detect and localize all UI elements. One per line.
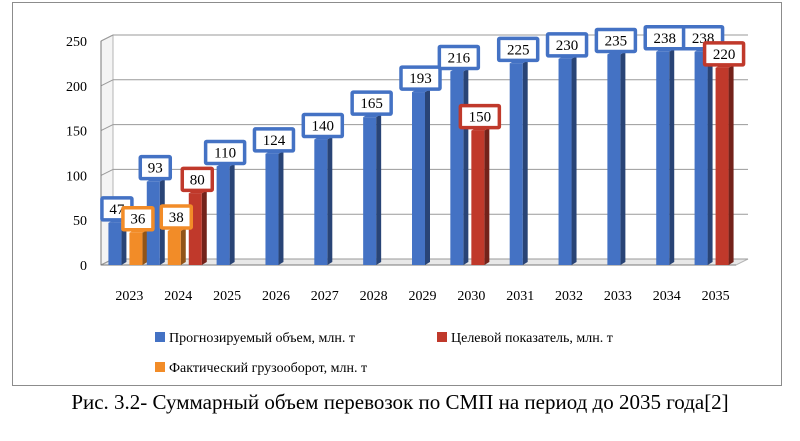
y-tick-label: 50 [73, 214, 87, 229]
bar-forecast [363, 117, 377, 265]
bar-side [620, 51, 626, 265]
bar-side [484, 127, 490, 265]
x-tick-label: 2033 [604, 289, 632, 304]
value-label-box [180, 166, 215, 193]
legend-swatch-actual [155, 362, 165, 372]
y-tick-label: 100 [66, 169, 87, 184]
value-label: 93 [148, 161, 163, 177]
bar-side [463, 68, 469, 266]
value-label: 36 [130, 212, 146, 228]
x-tick-label: 2032 [555, 289, 583, 304]
bar-side [327, 136, 333, 265]
value-label: 47 [109, 202, 125, 218]
bar-forecast [265, 153, 279, 265]
value-label-box [301, 112, 345, 139]
legend-swatch-target [437, 332, 447, 342]
x-tick-label: 2026 [262, 289, 290, 304]
bar-forecast [607, 54, 621, 265]
y-tick-label: 150 [66, 125, 87, 140]
x-tick-label: 2035 [702, 289, 730, 304]
x-tick-label: 2028 [360, 289, 388, 304]
value-label: 225 [507, 42, 530, 58]
value-label-box [121, 205, 155, 232]
value-label: 165 [360, 96, 383, 112]
x-tick-label: 2025 [213, 289, 241, 304]
legend-label-forecast: Прогнозируемый объем, млн. т [169, 331, 355, 346]
bar-side [728, 64, 734, 265]
bar-forecast [450, 71, 464, 266]
chart-frame: 0 50 100 150 200 250 2023 2024 2025 2026 2027 2028 2… [12, 2, 782, 386]
bar-actual [167, 230, 181, 265]
bar-side [142, 229, 148, 265]
value-label-box [350, 90, 393, 116]
gridline-depth [100, 79, 114, 87]
value-label-box [138, 154, 173, 181]
value-label-box [594, 27, 638, 54]
bar-side [425, 89, 430, 266]
x-tick-label: 2023 [115, 289, 143, 304]
value-label: 124 [263, 133, 286, 149]
value-label: 140 [312, 119, 335, 135]
bar-side [376, 114, 382, 265]
y-tick-label: 200 [66, 80, 87, 95]
value-label: 220 [713, 47, 736, 63]
legend-label-actual: Фактический грузооборот, млн. т [169, 361, 367, 376]
value-label: 80 [190, 172, 205, 188]
x-tick-label: 2027 [311, 289, 339, 304]
value-label-box [458, 103, 502, 130]
x-tick-label: 2030 [457, 289, 485, 304]
bar-target [471, 130, 485, 265]
value-label-box [437, 44, 481, 71]
value-label-box [203, 139, 247, 166]
value-label: 193 [409, 71, 432, 87]
bar-forecast [314, 139, 328, 265]
bar-side [278, 150, 284, 265]
bar-forecast [412, 92, 425, 266]
gridline-depth [100, 168, 114, 176]
bar-side [571, 55, 577, 265]
figure-caption: Рис. 3.2- Суммарный объем перевозок по С… [71, 390, 729, 414]
bar-forecast [694, 51, 708, 265]
bar-side [669, 48, 675, 265]
bar-side [707, 48, 713, 265]
value-label-box [702, 41, 746, 67]
bar-actual [129, 232, 143, 265]
value-label: 230 [556, 38, 579, 54]
bar-forecast [558, 58, 572, 265]
value-label-box [496, 36, 540, 63]
value-label: 110 [214, 145, 236, 161]
bar-side [201, 190, 207, 265]
value-label: 150 [469, 110, 492, 126]
value-label: 235 [605, 33, 628, 49]
value-label: 216 [448, 50, 471, 66]
value-label-box [252, 127, 296, 153]
bar-side [229, 163, 235, 265]
bar-chart: 0 50 100 150 200 250 2023 2024 2025 2026 2027 2028 2… [66, 25, 749, 376]
value-label: 238 [653, 31, 676, 47]
x-tick-label: 2024 [164, 289, 192, 304]
bar-forecast [216, 166, 230, 265]
bar-forecast [108, 222, 122, 265]
value-label-box [545, 32, 589, 58]
gridline-depth [100, 34, 114, 42]
gridline-depth [100, 124, 114, 132]
x-tick-label: 2031 [506, 289, 534, 304]
bar-side [180, 227, 186, 265]
bar-forecast [509, 63, 523, 266]
y-tick-label: 0 [80, 259, 87, 274]
x-tick-label: 2034 [653, 289, 681, 304]
bar-target [715, 67, 729, 265]
bar-side [522, 60, 528, 266]
y-tick-label: 250 [66, 35, 87, 50]
legend-swatch-forecast [155, 332, 165, 342]
value-label: 38 [169, 210, 184, 226]
legend-label-target: Целевой показатель, млн. т [451, 331, 613, 346]
x-tick-label: 2029 [409, 289, 437, 304]
value-label-box [399, 65, 442, 91]
bar-forecast [656, 51, 670, 265]
value-label-box [159, 204, 194, 230]
